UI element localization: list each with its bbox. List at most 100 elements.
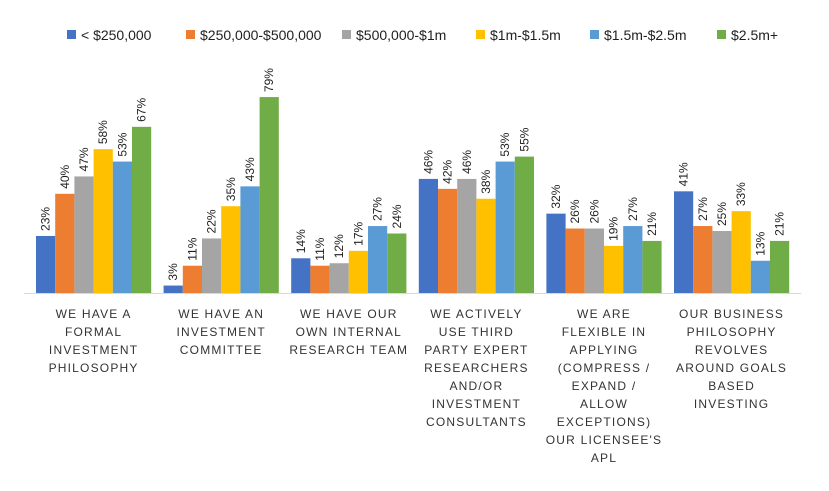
bar-500-000-1m-cat-3 [329,263,349,293]
data-label: 32% [549,184,563,208]
bar-1m-1-5m-cat-4 [476,198,496,293]
data-label: 17% [351,221,365,245]
category-label-line: OUR BUSINESS [679,307,784,321]
data-label: 41% [677,162,691,186]
data-label: 43% [243,157,257,181]
category-label-line: AROUND GOALS [676,361,787,375]
bar-1-5m-2-5m-cat-2 [240,186,260,293]
data-label: 24% [390,204,404,228]
bar-250-000-cat-1 [36,235,56,293]
data-label: 27% [696,197,710,221]
bar-500-000-1m-cat-6 [712,231,732,293]
data-label: 58% [96,120,110,144]
data-label: 79% [262,68,276,92]
category-label-line: COMMITTEE [180,343,263,357]
legend-item-1: < $250,000 [67,27,152,43]
legend-swatch [342,30,351,39]
data-label: 47% [77,147,91,171]
category-label-line: OWN INTERNAL [296,325,402,339]
bar-1-5m-2-5m-cat-1 [112,161,132,293]
legend-swatch [717,30,726,39]
category-label-3: WE HAVE OUR OWN INTERNAL RESEARCH TEAM [289,307,408,357]
data-label: 53% [498,132,512,156]
legend-swatch [590,30,599,39]
data-label: 23% [39,207,53,231]
category-label-line: INVESTMENT [432,397,521,411]
bar-2-5m-cat-6 [770,240,790,293]
category-label-line: EXPAND / [572,379,637,393]
category-label-line: WE ARE [577,307,631,321]
data-label: 46% [460,150,474,174]
legend-item-4: $1m-$1.5m [476,27,561,43]
bar-2-5m-cat-4 [514,156,534,293]
bar-1m-1-5m-cat-5 [604,245,624,293]
data-label: 27% [626,197,640,221]
category-label-6: OUR BUSINESS PHILOSOPHY REVOLVES AROUND GOA… [676,307,787,411]
data-label: 14% [294,229,308,253]
legend-label: $500,000-$1m [356,27,446,43]
bar-500-000-1m-cat-4 [457,178,477,293]
legend-item-6: $2.5m+ [717,27,778,43]
data-label: 12% [332,234,346,258]
data-label: 27% [371,197,385,221]
category-label-line: RESEARCH TEAM [289,343,408,357]
bar-250-000-cat-2 [163,285,183,293]
category-label-line: WE HAVE A [56,307,132,321]
category-label-5: WE ARE FLEXIBLE IN APPLYING (COMPRESS / EXPA… [546,307,662,465]
data-label: 33% [734,182,748,206]
data-label: 19% [607,217,621,241]
category-label-line: INVESTMENT [49,343,138,357]
legend-label: $2.5m+ [731,27,778,43]
legend-label: $250,000-$500,000 [200,27,322,43]
data-label: 21% [645,212,659,236]
category-label-line: WE ACTIVELY [430,307,522,321]
category-label-line: INVESTING [694,397,769,411]
bar-250-000-500-000-cat-3 [310,265,330,293]
category-label-1: WE HAVE A FORMAL INVESTMENT PHILOSOPHY [49,307,139,375]
category-label-line: OUR LICENSEE'S [546,433,662,447]
category-label-line: (COMPRESS / [558,361,651,375]
legend-label: $1m-$1.5m [490,27,561,43]
bar-250-000-cat-6 [674,191,694,293]
category-label-line: PHILOSOPHY [49,361,139,375]
data-label: 42% [441,159,455,183]
data-label: 55% [517,127,531,151]
bar-250-000-500-000-cat-4 [438,188,458,293]
bar-1m-1-5m-cat-1 [93,149,113,293]
category-label-line: FORMAL [65,325,122,339]
category-label-line: WE HAVE OUR [300,307,398,321]
legend-label: $1.5m-$2.5m [604,27,686,43]
category-label-line: RESEARCHERS [424,361,529,375]
data-label: 26% [568,199,582,223]
bar-1m-1-5m-cat-3 [348,250,368,293]
legend-item-2: $250,000-$500,000 [186,27,322,43]
bar-250-000-cat-5 [546,213,566,293]
bar-1-5m-2-5m-cat-6 [750,260,770,293]
bar-500-000-1m-cat-5 [584,228,604,293]
legend-swatch [476,30,485,39]
bar-2-5m-cat-5 [642,240,662,293]
category-label-2: WE HAVE AN INVESTMENT COMMITTEE [177,307,266,357]
legend-label: < $250,000 [81,27,152,43]
bar-250-000-500-000-cat-2 [182,265,202,293]
category-label-line: PHILOSOPHY [687,325,777,339]
category-label-line: EXCEPTIONS) [557,415,652,429]
data-label: 21% [773,212,787,236]
bar-2-5m-cat-2 [259,97,279,293]
bar-500-000-1m-cat-2 [202,238,222,293]
data-label: 26% [587,199,601,223]
category-label-line: AND/OR [449,379,503,393]
data-label: 35% [224,177,238,201]
data-label: 67% [135,97,149,121]
value-labels: 23% 40% 47% 58% 53% 67% 3% 11% 22% 35% 43% 79% 14% 11… [39,68,787,281]
data-label: 11% [185,237,199,260]
bar-2-5m-cat-3 [387,233,407,293]
category-label-line: ALLOW [580,397,628,411]
data-label: 25% [715,202,729,226]
category-label-line: INVESTMENT [177,325,266,339]
data-label: 53% [115,132,129,156]
data-label: 22% [205,209,219,233]
data-label: 38% [479,169,493,193]
